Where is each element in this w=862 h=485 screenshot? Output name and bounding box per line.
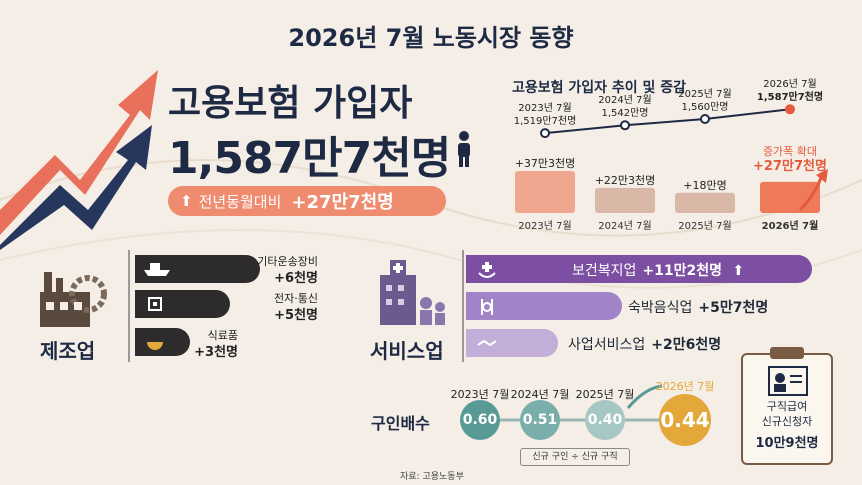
increase-annotation-text: 증가폭 확대 <box>762 145 818 158</box>
trend-point-value: 1,560만명 <box>681 101 729 113</box>
page-title: 2026년 7월 노동시장 동향 <box>288 24 574 52</box>
hero-value: 1,587만7천명 <box>168 133 451 184</box>
handshake-icon <box>477 339 497 347</box>
trend-bar-category: 2024년 7월 <box>598 221 652 232</box>
clipboard-clip-icon <box>770 347 804 359</box>
trend-bar-value: +37만3천명 <box>514 157 576 171</box>
trend-point <box>540 128 550 139</box>
trend-bar <box>515 171 575 213</box>
applicant-icon <box>768 366 808 396</box>
claims-label-line1: 구직급여 <box>766 400 808 413</box>
svc-value: +5만7천명 <box>698 300 769 316</box>
utensils-icon <box>481 299 493 315</box>
increase-arrowhead-icon <box>816 169 828 183</box>
trend-point-label: 2023년 7월 1,519만7천명 <box>500 103 590 128</box>
yoy-change-pill: ⬆ 전년동월대비 +27만7천명 <box>168 186 446 216</box>
services-heading: 서비스업 <box>370 339 444 363</box>
trend-point-date: 2024년 7월 <box>598 95 652 107</box>
ship-icon <box>144 263 170 276</box>
manufacturing-divider <box>128 250 130 362</box>
svc-item-2: 숙박음식업 +5만7천명 <box>628 297 768 317</box>
trend-chart <box>515 104 828 213</box>
ratio-point: 0.60 <box>460 400 500 440</box>
trend-point-date: 2025년 7월 <box>678 89 732 100</box>
trend-bar-value: +18만명 <box>683 178 727 192</box>
manufacturing-heading: 제조업 <box>40 339 96 363</box>
care-hands-icon <box>478 262 496 278</box>
ratio-year: 2023년 7월 <box>450 388 510 401</box>
trend-bar-category: 2026년 7월 <box>761 221 819 232</box>
growth-arrows-icon <box>0 70 158 250</box>
svc-value: +11만2천명 <box>642 263 723 279</box>
yoy-label: 전년동월대비 <box>198 192 282 211</box>
svc-value: +2만6천명 <box>651 337 722 353</box>
trend-bar-value: +22만3천명 <box>594 173 656 187</box>
factory-icon <box>40 272 107 327</box>
trend-point-value: 1,587만7천명 <box>756 91 824 103</box>
ratio-point: 0.51 <box>520 400 560 440</box>
claims-value: 10만9천명 <box>755 436 819 451</box>
ratio-title: 구인배수 <box>371 414 430 433</box>
trend-chart-title: 고용보험 가입자 추이 및 증감 <box>512 80 687 96</box>
clipboard-card <box>741 353 833 465</box>
food-bowl-icon <box>147 342 163 350</box>
trend-point-label: 2024년 7월 1,542만명 <box>580 95 670 120</box>
svc-item-1: 보건복지업 +11만2천명 ⬆ <box>572 260 744 280</box>
svc-bar-1 <box>466 255 812 283</box>
trend-point <box>620 120 630 131</box>
trend-point-label: 2026년 7월 1,587만7천명 <box>745 79 835 104</box>
ratio-note: 신규 구인 ÷ 신규 구직 <box>520 448 630 466</box>
services-divider <box>462 250 464 362</box>
mfg-item-value: +6천명 <box>274 271 318 286</box>
claims-label: 구직급여 신규신청자 <box>745 400 829 430</box>
claims-label-line2: 신규신청자 <box>761 414 813 428</box>
trend-point <box>700 114 710 124</box>
trend-point <box>785 104 795 115</box>
svc-item-3: 사업서비스업 +2만6천명 <box>568 334 721 354</box>
ratio-year: 2024년 7월 <box>510 388 570 401</box>
ratio-year: 2026년 7월 <box>655 380 715 393</box>
trend-point-date: 2023년 7월 <box>518 103 572 115</box>
ratio-year: 2025년 7월 <box>575 388 635 401</box>
mfg-item-value: +3천명 <box>194 345 238 360</box>
svc-name: 보건복지업 <box>572 263 637 279</box>
hero-label: 고용보험 가입자 <box>168 83 413 124</box>
source-note: 자료: 고용노동부 <box>400 472 464 482</box>
chip-icon <box>148 297 162 311</box>
yoy-value: +27만7천명 <box>291 192 394 213</box>
trend-bar <box>675 192 735 213</box>
trend-bar-category: 2025년 7월 <box>678 221 732 232</box>
trend-line <box>544 108 791 135</box>
increase-annotation-value: +27만7천명 <box>753 159 827 175</box>
trend-bar-category: 2023년 7월 <box>518 221 572 232</box>
mfg-item-name: 전자·통신 <box>274 292 318 305</box>
trend-bar <box>595 187 655 213</box>
trend-point-value: 1,542만명 <box>601 107 649 119</box>
ratio-point: 0.44 <box>659 394 711 446</box>
hospital-icon <box>380 260 445 325</box>
svc-name: 숙박음식업 <box>628 300 693 316</box>
increase-annotation: 증가폭 확대 +27만7천명 <box>735 145 845 176</box>
trend-point-label: 2025년 7월 1,560만명 <box>660 89 750 114</box>
up-arrow-icon: ⬆ <box>732 263 745 279</box>
mfg-item-name: 식료품 <box>207 329 238 342</box>
trend-point-value: 1,519만7천명 <box>513 115 577 127</box>
person-icon <box>458 131 470 167</box>
mfg-item-name: 기타운송장비 <box>257 255 318 268</box>
ratio-point: 0.40 <box>585 400 625 440</box>
trend-point-date: 2026년 7월 <box>763 79 817 91</box>
svc-name: 사업서비스업 <box>568 337 646 353</box>
up-arrow-icon: ⬆ <box>180 192 193 210</box>
mfg-item-value: +5천명 <box>274 308 318 323</box>
ratio-arrow-icon <box>626 384 663 409</box>
mfg-bar-2 <box>135 290 230 318</box>
